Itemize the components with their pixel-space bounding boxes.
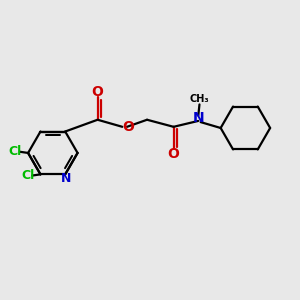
- Text: Cl: Cl: [21, 169, 34, 182]
- Text: Cl: Cl: [8, 145, 22, 158]
- Text: N: N: [61, 172, 72, 185]
- Text: O: O: [168, 148, 179, 161]
- Text: O: O: [92, 85, 103, 99]
- Text: O: O: [122, 120, 134, 134]
- Text: N: N: [193, 111, 204, 125]
- Text: CH₃: CH₃: [190, 94, 209, 104]
